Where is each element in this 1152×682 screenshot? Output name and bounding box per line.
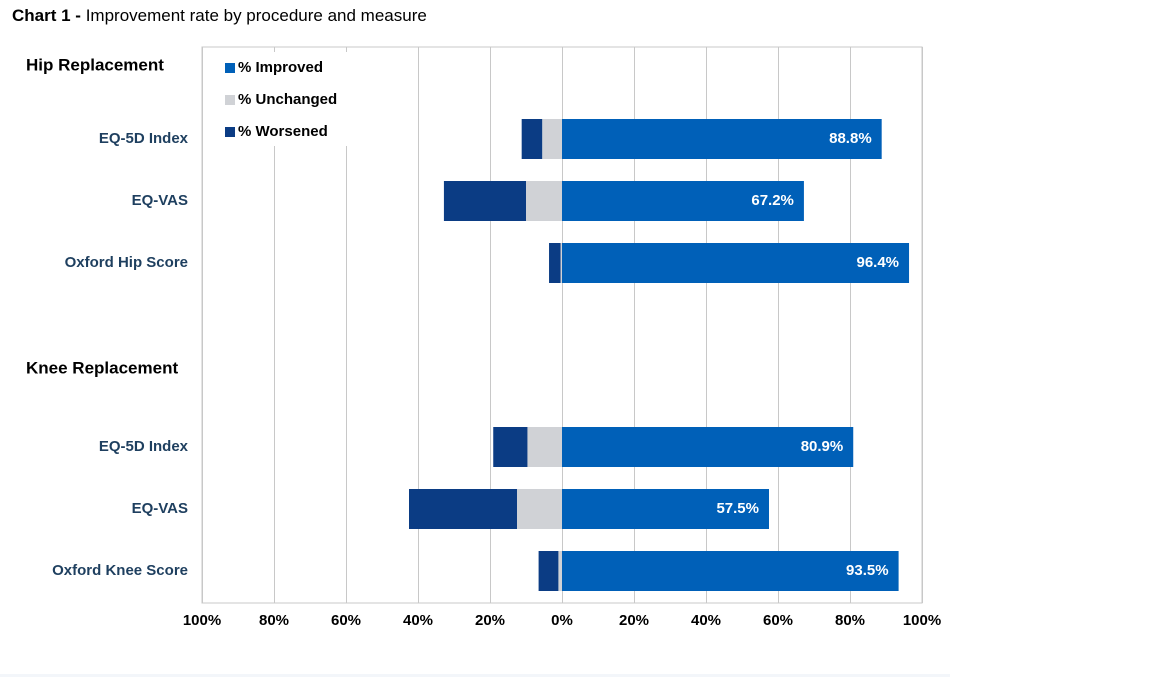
bottom-rule: [0, 674, 950, 677]
bar-improved: [562, 181, 804, 221]
legend-box: [218, 52, 350, 146]
bar-improved: [562, 489, 769, 529]
bar-value-label: 67.2%: [751, 192, 794, 209]
category-label: EQ-VAS: [132, 192, 188, 209]
x-tick-label: 40%: [403, 612, 433, 629]
bar-unchanged: [517, 489, 562, 529]
bar-value-label: 57.5%: [716, 500, 759, 517]
group-title: Hip Replacement: [26, 55, 164, 74]
bar-unchanged: [558, 551, 562, 591]
x-tick-label: 40%: [691, 612, 721, 629]
chart-title-text: Improvement rate by procedure and measur…: [80, 6, 427, 25]
bar-improved: [562, 551, 899, 591]
bar-unchanged: [560, 243, 562, 283]
bar-worsened: [521, 119, 543, 159]
bar-worsened: [493, 427, 528, 467]
category-label: Oxford Knee Score: [52, 562, 188, 579]
category-label: EQ-VAS: [132, 500, 188, 517]
bar-worsened: [538, 551, 559, 591]
chart-title: Chart 1 - Improvement rate by procedure …: [12, 6, 427, 26]
legend-swatch-worsened: [225, 127, 235, 137]
legend-swatch-unchanged: [225, 95, 235, 105]
legend-label-unchanged: % Unchanged: [238, 91, 337, 108]
legend-swatch-improved: [225, 63, 235, 73]
bar-improved: [562, 119, 882, 159]
x-tick-label: 100%: [183, 612, 221, 629]
x-tick-label: 60%: [331, 612, 361, 629]
chart-title-lead: Chart 1 -: [12, 6, 81, 25]
category-label: Oxford Hip Score: [65, 254, 188, 271]
x-tick-label: 80%: [259, 612, 289, 629]
x-tick-label: 100%: [903, 612, 941, 629]
category-label: EQ-5D Index: [99, 130, 189, 147]
legend-label-worsened: % Worsened: [238, 123, 328, 140]
x-tick-label: 20%: [619, 612, 649, 629]
bar-value-label: 96.4%: [856, 254, 899, 271]
bar-value-label: 93.5%: [846, 562, 889, 579]
bar-improved: [562, 427, 854, 467]
group-title: Knee Replacement: [26, 358, 178, 377]
bar-value-label: 88.8%: [829, 130, 872, 147]
x-tick-label: 20%: [475, 612, 505, 629]
category-label: EQ-5D Index: [99, 438, 189, 455]
bar-worsened: [549, 243, 561, 283]
x-tick-label: 0%: [551, 612, 573, 629]
bar-unchanged: [542, 119, 562, 159]
bar-worsened: [443, 181, 526, 221]
bar-unchanged: [526, 181, 562, 221]
legend-label-improved: % Improved: [238, 59, 323, 76]
bar-value-label: 80.9%: [801, 438, 844, 455]
bar-improved: [562, 243, 910, 283]
bar-unchanged: [527, 427, 562, 467]
x-tick-label: 80%: [835, 612, 865, 629]
x-tick-label: 60%: [763, 612, 793, 629]
bar-worsened: [409, 489, 517, 529]
